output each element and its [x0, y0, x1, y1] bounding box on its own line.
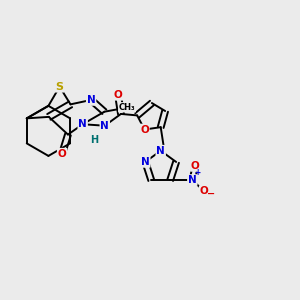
Text: +: + — [194, 168, 201, 177]
Text: S: S — [56, 82, 64, 92]
Text: N: N — [156, 146, 165, 156]
Text: O: O — [58, 149, 67, 159]
Text: CH₃: CH₃ — [119, 103, 135, 112]
Text: N: N — [100, 121, 109, 131]
Text: N: N — [141, 157, 150, 167]
Text: N: N — [188, 175, 197, 185]
Text: O: O — [114, 90, 122, 100]
Text: O: O — [200, 186, 208, 196]
Text: H: H — [90, 135, 98, 146]
Text: N: N — [78, 119, 87, 129]
Text: N: N — [87, 95, 95, 105]
Text: −: − — [206, 189, 214, 199]
Text: O: O — [191, 161, 200, 171]
Text: O: O — [140, 124, 149, 134]
